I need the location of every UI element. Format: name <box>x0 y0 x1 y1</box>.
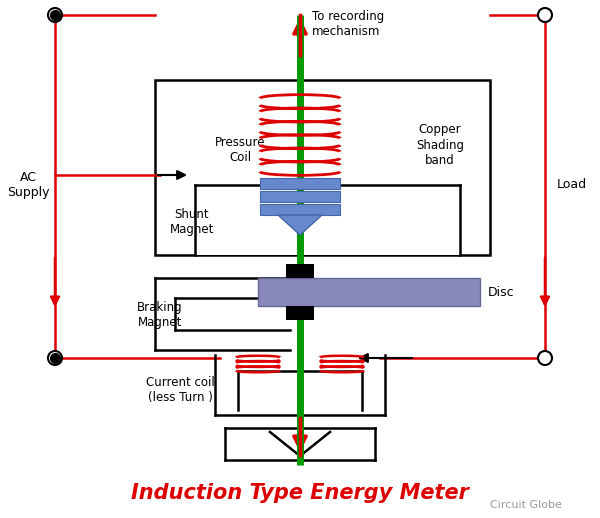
Circle shape <box>538 8 552 22</box>
Text: Disc: Disc <box>488 285 515 298</box>
Text: Copper
Shading
band: Copper Shading band <box>416 123 464 166</box>
Bar <box>195 185 460 255</box>
Circle shape <box>48 8 62 22</box>
Bar <box>260 178 340 189</box>
Circle shape <box>48 351 62 365</box>
Bar <box>286 264 314 278</box>
Text: Shunt
Magnet: Shunt Magnet <box>170 208 214 236</box>
Text: Load: Load <box>557 179 587 192</box>
Text: Braking
Magnet: Braking Magnet <box>137 301 183 329</box>
Text: To recording
mechanism: To recording mechanism <box>312 10 384 38</box>
Bar <box>260 204 340 215</box>
Bar <box>260 191 340 202</box>
Circle shape <box>538 351 552 365</box>
Text: Current coil
(less Turn ): Current coil (less Turn ) <box>146 376 214 404</box>
Text: Pressure
Coil: Pressure Coil <box>215 136 265 164</box>
Bar <box>258 278 480 306</box>
Text: Induction Type Energy Meter: Induction Type Energy Meter <box>131 483 469 503</box>
Polygon shape <box>278 215 322 235</box>
Text: Circuit Globe: Circuit Globe <box>490 500 562 510</box>
Text: AC
Supply: AC Supply <box>7 171 49 199</box>
Bar <box>286 306 314 320</box>
Bar <box>155 80 490 255</box>
